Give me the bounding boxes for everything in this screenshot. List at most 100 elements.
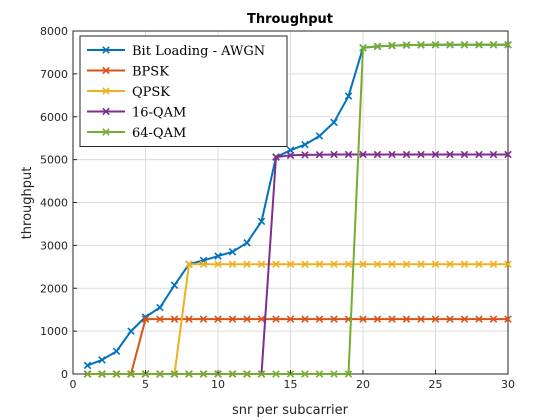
data-point [431, 40, 440, 49]
data-point [359, 43, 367, 52]
data-point [83, 370, 92, 378]
data-point [301, 370, 309, 378]
x-tick-label: 20 [356, 378, 370, 391]
data-point [286, 315, 295, 323]
series-layer [83, 40, 512, 378]
data-point [388, 260, 396, 269]
data-point [286, 260, 295, 269]
data-point [460, 40, 469, 49]
data-point [446, 150, 454, 159]
data-point [127, 327, 135, 335]
data-point [489, 315, 498, 323]
data-point [388, 315, 396, 323]
data-point [475, 260, 483, 269]
data-point [460, 315, 469, 323]
data-point [257, 315, 266, 323]
data-point [475, 40, 483, 49]
y-tick-label: 2000 [40, 282, 68, 295]
data-point [373, 150, 382, 159]
data-point [402, 315, 411, 323]
x-tick-label: 5 [142, 378, 149, 391]
y-tick-label: 3000 [40, 239, 68, 252]
data-point [199, 260, 208, 269]
data-point [330, 118, 338, 127]
data-point [199, 370, 208, 378]
data-point [330, 260, 338, 269]
data-point [170, 315, 179, 323]
data-point [344, 150, 353, 159]
data-point [330, 315, 338, 323]
data-point [257, 370, 266, 378]
x-tick-label: 15 [284, 378, 298, 391]
data-point [431, 150, 440, 159]
data-point [301, 260, 309, 269]
data-point [243, 260, 251, 269]
data-point [489, 260, 498, 269]
y-tick-label: 6000 [40, 111, 68, 124]
grid-lines [72, 30, 509, 375]
legend-marker [102, 46, 110, 54]
data-point [359, 260, 367, 269]
legend-label: 64-QAM [132, 126, 186, 141]
data-point [98, 356, 106, 364]
data-point [330, 370, 338, 378]
data-point [373, 260, 382, 269]
data-point [344, 260, 353, 269]
legend-item: 64-QAM [87, 126, 186, 141]
data-point [373, 315, 382, 323]
data-point [373, 42, 382, 51]
data-point [475, 150, 483, 159]
data-point [228, 248, 237, 256]
y-tick-label: 4000 [40, 197, 68, 210]
data-point [359, 315, 367, 323]
legend-label: 16-QAM [132, 106, 186, 121]
data-point [214, 252, 222, 260]
legend-label: BPSK [132, 65, 169, 80]
data-point [330, 150, 338, 159]
data-point [272, 370, 280, 378]
chart-title: Throughput [247, 12, 333, 27]
data-point [417, 260, 425, 269]
legend-label: Bit Loading - AWGN [132, 44, 265, 59]
data-point [185, 370, 193, 378]
data-point [257, 260, 266, 269]
data-point [156, 315, 164, 323]
data-point [214, 260, 222, 269]
data-point [156, 370, 164, 378]
data-point [489, 150, 498, 159]
data-point [402, 260, 411, 269]
legend-marker [102, 128, 110, 136]
legend-label: QPSK [132, 85, 170, 100]
data-point [417, 315, 425, 323]
data-point [272, 315, 280, 323]
y-tick-label: 0 [61, 368, 68, 381]
legend-marker [102, 87, 110, 95]
y-tick-label: 1000 [40, 325, 68, 338]
data-point [156, 303, 164, 312]
data-point [286, 151, 295, 160]
data-point [315, 260, 324, 269]
data-point [243, 315, 251, 323]
data-point [272, 260, 280, 269]
data-point [141, 315, 150, 323]
data-point [475, 315, 483, 323]
data-point [344, 370, 353, 378]
legend-item: BPSK [87, 65, 169, 80]
data-point [315, 315, 324, 323]
data-point [489, 40, 498, 49]
data-point [98, 370, 106, 378]
y-tick-label: 8000 [40, 25, 68, 38]
data-point [431, 315, 440, 323]
data-point [301, 315, 309, 323]
legend: Bit Loading - AWGN BPSK QPSK 16-QAM 64-QAM [79, 35, 288, 147]
data-point [170, 281, 179, 290]
data-point [257, 217, 266, 226]
legend-marker [102, 107, 110, 116]
axis-ticks: 0 5 10 15 20 25 30 0 1000 2000 3000 4000 5000 6000 700… [40, 25, 515, 391]
data-point [243, 370, 251, 378]
data-point [402, 41, 411, 49]
data-point [446, 260, 454, 269]
data-point [243, 239, 251, 247]
data-point [504, 150, 512, 159]
